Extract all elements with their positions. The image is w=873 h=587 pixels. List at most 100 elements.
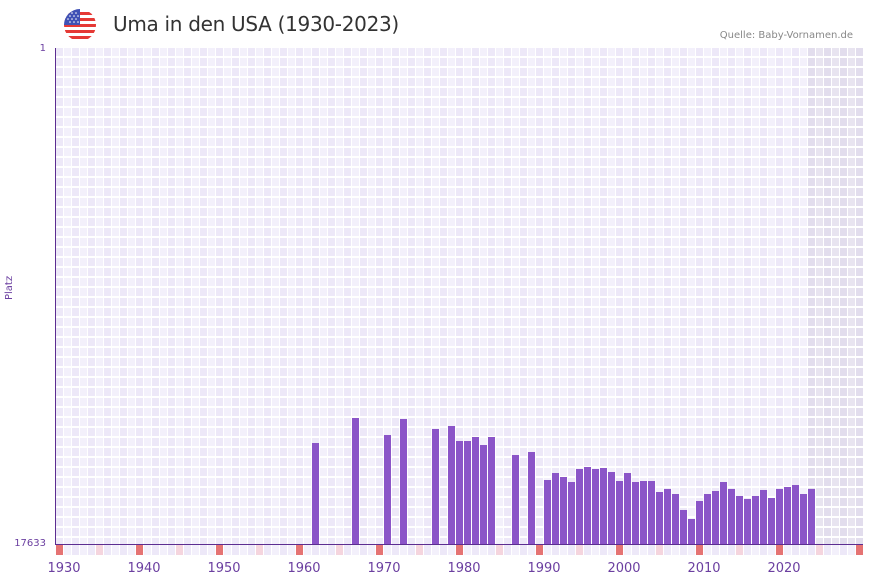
bar-2020[interactable] — [792, 484, 799, 544]
grid-column — [344, 48, 352, 544]
grid-column — [288, 48, 296, 544]
year-marker — [576, 545, 583, 555]
grid-column — [136, 48, 144, 544]
bar-2008[interactable] — [696, 500, 703, 544]
bar-1991[interactable] — [560, 476, 567, 544]
year-marker — [616, 545, 623, 555]
bar-2006[interactable] — [680, 509, 687, 544]
grid-column — [192, 48, 200, 544]
bar-2003[interactable] — [656, 491, 663, 544]
year-marker — [352, 545, 359, 555]
year-marker — [496, 545, 503, 555]
bar-1971[interactable] — [400, 418, 407, 544]
bar-2010[interactable] — [712, 490, 719, 544]
year-marker — [568, 545, 575, 555]
y-tick-bottom: 17633 — [14, 538, 46, 549]
bar-1997[interactable] — [608, 471, 615, 544]
bar-2005[interactable] — [672, 493, 679, 544]
year-marker — [304, 545, 311, 555]
bar-1990[interactable] — [552, 472, 559, 544]
bar-1985[interactable] — [512, 454, 519, 544]
year-marker — [96, 545, 103, 555]
grid-column — [640, 48, 648, 544]
year-marker — [192, 545, 199, 555]
year-marker — [536, 545, 543, 555]
bar-1987[interactable] — [528, 451, 535, 544]
year-marker — [840, 545, 847, 555]
bar-2017[interactable] — [768, 497, 775, 544]
x-tick-2010: 2010 — [687, 561, 721, 576]
grid-column — [360, 48, 368, 544]
bar-2015[interactable] — [752, 495, 759, 544]
bar-1980[interactable] — [472, 436, 479, 544]
bar-2012[interactable] — [728, 488, 735, 544]
year-marker — [640, 545, 647, 555]
bar-2019[interactable] — [784, 486, 791, 544]
grid-column — [312, 48, 320, 544]
bar-1993[interactable] — [576, 468, 583, 544]
year-marker — [784, 545, 791, 555]
grid-column — [464, 48, 472, 544]
bar-1977[interactable] — [448, 425, 455, 544]
grid-column — [184, 48, 192, 544]
bar-2018[interactable] — [776, 488, 783, 544]
grid-column — [216, 48, 224, 544]
grid-column — [176, 48, 184, 544]
year-marker — [208, 545, 215, 555]
bar-1981[interactable] — [480, 444, 487, 544]
year-marker — [144, 545, 151, 555]
year-marker — [80, 545, 87, 555]
grid-column — [688, 48, 696, 544]
bar-1989[interactable] — [544, 479, 551, 544]
year-marker — [592, 545, 599, 555]
bar-1978[interactable] — [456, 440, 463, 544]
bar-2013[interactable] — [736, 495, 743, 544]
grid-column — [152, 48, 160, 544]
year-marker — [152, 545, 159, 555]
bar-1969[interactable] — [384, 434, 391, 544]
year-marker — [544, 545, 551, 555]
bar-2021[interactable] — [800, 493, 807, 544]
bar-2004[interactable] — [664, 488, 671, 544]
bar-1996[interactable] — [600, 467, 607, 544]
bar-1998[interactable] — [616, 480, 623, 544]
source-label: Quelle: Baby-Vornamen.de — [719, 30, 853, 41]
year-marker — [336, 545, 343, 555]
bar-1982[interactable] — [488, 436, 495, 544]
grid-column — [576, 48, 584, 544]
grid-column — [760, 48, 768, 544]
bar-2009[interactable] — [704, 493, 711, 544]
year-marker — [272, 545, 279, 555]
bar-2002[interactable] — [648, 480, 655, 544]
bar-1979[interactable] — [464, 440, 471, 544]
year-marker — [816, 545, 823, 555]
bar-1965[interactable] — [352, 417, 359, 544]
year-marker — [848, 545, 855, 555]
bar-2022[interactable] — [808, 488, 815, 544]
year-marker — [760, 545, 767, 555]
year-marker — [344, 545, 351, 555]
grid-column — [472, 48, 480, 544]
grid-column — [336, 48, 344, 544]
bar-2000[interactable] — [632, 481, 639, 544]
grid-column — [304, 48, 312, 544]
year-marker — [672, 545, 679, 555]
bar-1992[interactable] — [568, 481, 575, 544]
bar-1960[interactable] — [312, 442, 319, 544]
bar-2007[interactable] — [688, 518, 695, 544]
bar-1975[interactable] — [432, 428, 439, 544]
bar-2016[interactable] — [760, 489, 767, 544]
y-tick-top: 1 — [39, 43, 46, 54]
grid-column — [408, 48, 416, 544]
bar-1995[interactable] — [592, 468, 599, 544]
bar-1999[interactable] — [624, 472, 631, 544]
year-marker — [248, 545, 255, 555]
bar-2001[interactable] — [640, 480, 647, 544]
bar-1994[interactable] — [584, 466, 591, 544]
year-marker — [552, 545, 559, 555]
grid-column — [328, 48, 336, 544]
year-marker — [320, 545, 327, 555]
bar-2014[interactable] — [744, 498, 751, 544]
bar-2011[interactable] — [720, 481, 727, 544]
year-marker — [312, 545, 319, 555]
